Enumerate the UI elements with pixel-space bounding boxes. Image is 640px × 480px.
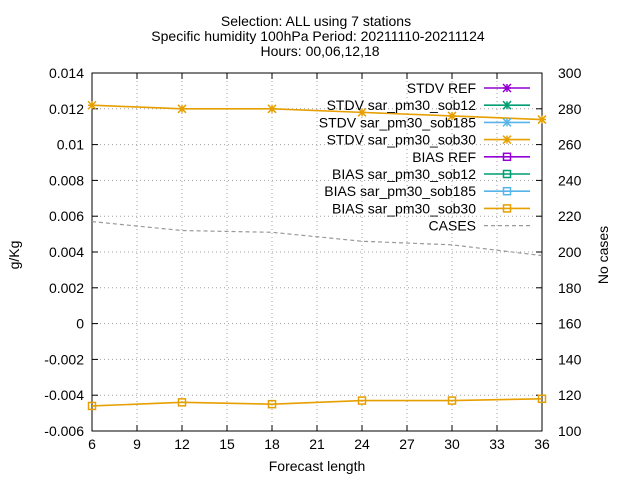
y-tick-label: -0.002 [44, 351, 84, 367]
data-point [537, 394, 547, 404]
data-point [87, 401, 97, 411]
x-tick-label: 33 [489, 436, 505, 452]
y2-tick-label: 260 [558, 137, 582, 153]
series-layer [87, 100, 547, 411]
legend-marker [502, 152, 512, 162]
legend-label: BIAS sar_pm30_sob12 [332, 166, 476, 182]
series-line [91, 104, 543, 121]
chart-title-line-2: Specific humidity 100hPa Period: 2021111… [151, 28, 485, 44]
legend-label: BIAS REF [412, 149, 476, 165]
legend-label: BIAS sar_pm30_sob185 [324, 183, 476, 199]
x-tick-label: 6 [88, 436, 96, 452]
data-point [447, 396, 457, 405]
y2-tick-label: 240 [558, 172, 582, 188]
legend-marker [502, 204, 512, 213]
data-point [537, 115, 547, 125]
legend-marker [502, 169, 512, 179]
y2-axis-label: No cases [595, 226, 611, 284]
legend-marker [502, 186, 512, 196]
data-point [177, 104, 187, 114]
x-tick-label: 18 [264, 436, 280, 452]
legend-marker [502, 117, 512, 127]
chart-title-line-3: Hours: 00,06,12,18 [260, 43, 379, 59]
y-tick-label: -0.004 [44, 387, 84, 403]
y-tick-label: 0.002 [49, 280, 84, 296]
legend-item: STDV sar_pm30_sob30 [327, 132, 530, 148]
series-stdv-sar_pm30_sob30 [87, 100, 547, 125]
legend-item: STDV sar_pm30_sob12 [327, 97, 530, 113]
y2-tick-label: 180 [558, 280, 582, 296]
x-tick-label: 15 [219, 436, 235, 452]
data-point [357, 107, 367, 117]
x-tick-label: 30 [444, 436, 460, 452]
y-axis-label: g/Kg [6, 241, 22, 270]
legend-item: STDV sar_pm30_sob185 [319, 114, 530, 130]
legend-item: BIAS sar_pm30_sob185 [324, 183, 530, 199]
legend-label: CASES [429, 218, 476, 234]
y-tick-label: 0.012 [49, 101, 84, 117]
legend-item: BIAS REF [412, 149, 530, 165]
chart-title-line-1: Selection: ALL using 7 stations [221, 13, 411, 29]
series-cases [91, 220, 543, 257]
legend-marker [502, 135, 512, 145]
legend-item: STDV REF [407, 80, 530, 96]
x-tick-label: 27 [399, 436, 415, 452]
legend-item: BIAS sar_pm30_sob12 [332, 166, 530, 182]
y-tick-label: 0.004 [49, 244, 84, 260]
y-tick-label: 0.006 [49, 208, 84, 224]
legend-label: STDV sar_pm30_sob185 [319, 114, 476, 130]
axes: 6 9 12 15 18 21 24 27 30 33 36 -0.006 -0.004 -0.002 0 0… [44, 65, 581, 452]
chart-title: Selection: ALL using 7 stations Specific… [151, 13, 485, 59]
legend-marker [502, 100, 512, 110]
y2-tick-label: 300 [558, 65, 582, 81]
legend-label: STDV REF [407, 80, 476, 96]
data-point [177, 398, 187, 407]
x-tick-label: 12 [174, 436, 190, 452]
legend-marker [502, 83, 512, 93]
plot-frame [91, 72, 543, 432]
y-tick-label: 0.01 [57, 137, 84, 153]
y2-tick-label: 160 [558, 316, 582, 332]
y2-tick-label: 100 [558, 423, 582, 439]
legend-item: BIAS sar_pm30_sob30 [332, 200, 530, 216]
legend-label: STDV sar_pm30_sob12 [327, 97, 477, 113]
x-tick-label: 36 [534, 436, 550, 452]
legend-label: BIAS sar_pm30_sob30 [332, 200, 476, 216]
x-tick-label: 24 [354, 436, 370, 452]
data-point [267, 104, 277, 114]
y-tick-label: 0.008 [49, 172, 84, 188]
x-tick-label: 9 [133, 436, 141, 452]
data-point [447, 111, 457, 121]
series-bias-sar_pm30_sob30 [87, 394, 547, 411]
y2-tick-label: 280 [558, 101, 582, 117]
y2-tick-label: 140 [558, 351, 582, 367]
y-tick-label: -0.006 [44, 423, 84, 439]
y2-tick-label: 200 [558, 244, 582, 260]
y2-tick-label: 220 [558, 208, 582, 224]
x-axis-label: Forecast length [269, 458, 366, 474]
data-point [267, 399, 277, 409]
legend-label: STDV sar_pm30_sob30 [327, 132, 477, 148]
x-tick-label: 21 [309, 436, 325, 452]
legend-item: CASES [429, 218, 530, 234]
y-tick-label: 0 [76, 316, 84, 332]
data-point [357, 396, 367, 405]
y-tick-label: 0.014 [49, 65, 84, 81]
data-point [87, 100, 97, 110]
series-line [91, 397, 543, 407]
grid [92, 73, 542, 431]
series-line [91, 220, 543, 257]
y2-tick-label: 120 [558, 387, 582, 403]
